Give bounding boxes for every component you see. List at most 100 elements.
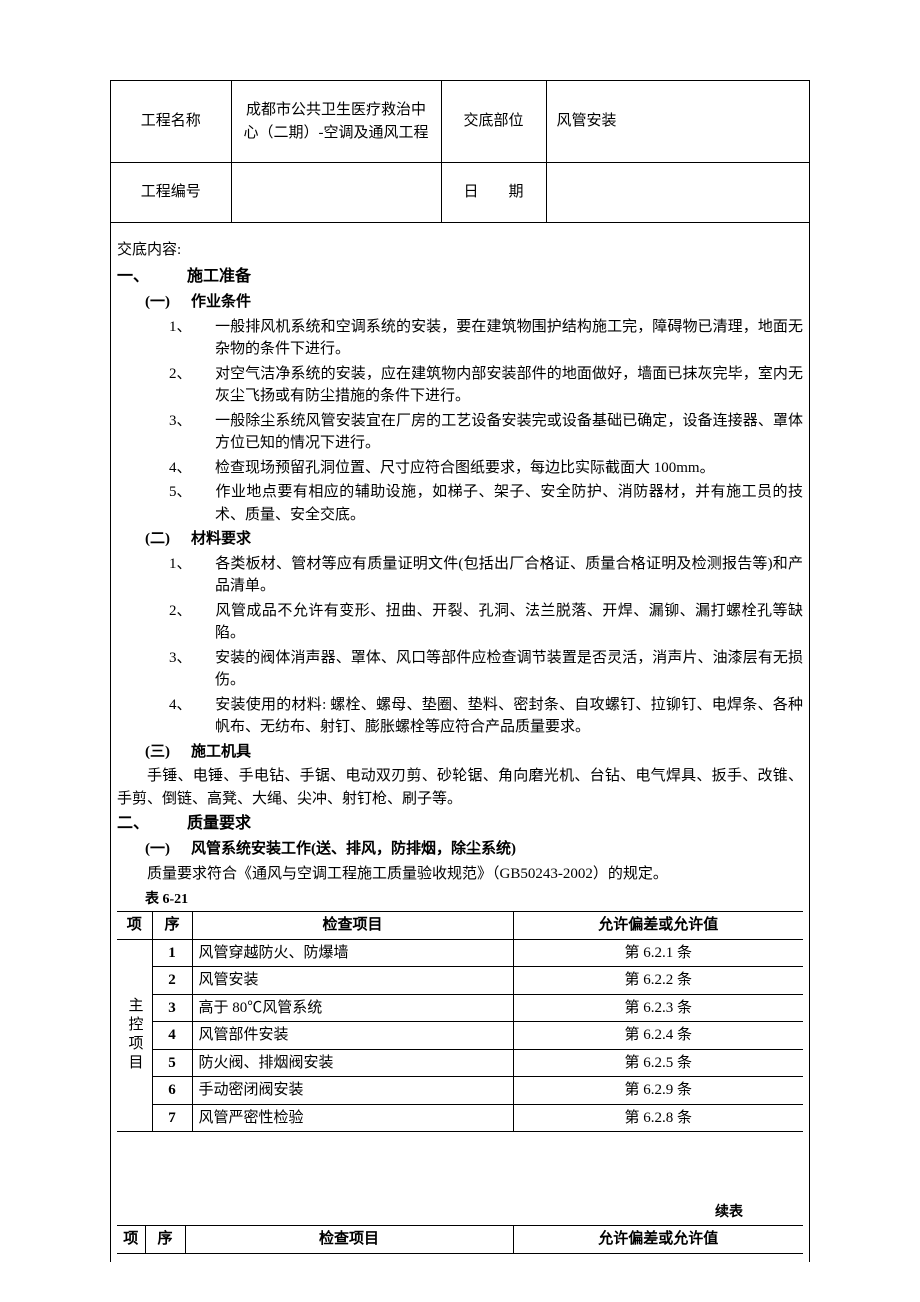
table-header-row: 项 序 检查项目 允许偏差或允许值 — [117, 1226, 803, 1254]
item-num: 2、 — [169, 363, 215, 386]
section-1-1-num: (一) — [145, 291, 191, 314]
allow-cell: 第 6.2.1 条 — [513, 939, 803, 967]
th-allow: 允许偏差或允许值 — [513, 1226, 803, 1254]
item-num: 4、 — [169, 457, 215, 480]
section-2-title: 质量要求 — [187, 815, 251, 832]
section-1-1-title: 作业条件 — [191, 294, 251, 310]
item-text: 各类板材、管材等应有质量证明文件(包括出厂合格证、质量合格证明及检测报告等)和产… — [215, 556, 803, 595]
project-header-table: 工程名称 成都市公共卫生医疗救治中心（二期）-空调及通风工程 交底部位 风管安装… — [111, 81, 809, 223]
th-seq: 序 — [152, 912, 192, 940]
list-item: 4、检查现场预留孔洞位置、尺寸应符合图纸要求，每边比实际截面大 100mm。 — [117, 457, 803, 480]
item-text: 一般除尘系统风管安装宜在厂房的工艺设备安装完或设备基础已确定，设备连接器、罩体方… — [215, 413, 803, 452]
section-1-3-num: (三) — [145, 741, 191, 764]
section-2-1-num: (一) — [145, 838, 191, 861]
list-item: 3、一般除尘系统风管安装宜在厂房的工艺设备安装完或设备基础已确定，设备连接器、罩… — [117, 410, 803, 455]
section-2-1-title: 风管系统安装工作(送、排风，防排烟，除尘系统) — [191, 841, 516, 857]
inspection-table: 项 序 检查项目 允许偏差或允许值 主控项目 1 风管穿越防火、防爆墙 第 6.… — [117, 911, 803, 1132]
item-cell: 高于 80℃风管系统 — [192, 994, 513, 1022]
item-cell: 风管安装 — [192, 967, 513, 995]
item-text: 检查现场预留孔洞位置、尺寸应符合图纸要求，每边比实际截面大 100mm。 — [215, 460, 715, 476]
item-cell: 风管穿越防火、防爆墙 — [192, 939, 513, 967]
list-item: 5、作业地点要有相应的辅助设施，如梯子、架子、安全防护、消防器材，并有施工员的技… — [117, 481, 803, 526]
section-1-2-heading: (二)材料要求 — [145, 528, 803, 551]
section-1-1-list: 1、一般排风机系统和空调系统的安装，要在建筑物围护结构施工完，障碍物已清理，地面… — [117, 316, 803, 527]
disclose-part-value: 风管安装 — [546, 81, 809, 163]
document-body: 交底内容: 一、施工准备 (一)作业条件 1、一般排风机系统和空调系统的安装，要… — [111, 223, 809, 1262]
seq-cell: 6 — [152, 1077, 192, 1105]
continuation-label: 续表 — [117, 1202, 803, 1223]
project-no-label: 工程编号 — [111, 163, 231, 223]
date-value — [546, 163, 809, 223]
project-name-value: 成都市公共卫生医疗救治中心（二期）-空调及通风工程 — [231, 81, 441, 163]
allow-cell: 第 6.2.3 条 — [513, 994, 803, 1022]
item-num: 1、 — [169, 553, 215, 576]
allow-cell: 第 6.2.8 条 — [513, 1104, 803, 1132]
table-row: 5 防火阀、排烟阀安装 第 6.2.5 条 — [117, 1049, 803, 1077]
item-text: 作业地点要有相应的辅助设施，如梯子、架子、安全防护、消防器材，并有施工员的技术、… — [215, 484, 803, 523]
item-num: 1、 — [169, 316, 215, 339]
section-1-3-para: 手锤、电锤、手电钻、手锯、电动双刃剪、砂轮锯、角向磨光机、台钻、电气焊具、扳手、… — [117, 765, 803, 810]
disclose-part-label: 交底部位 — [441, 81, 546, 163]
seq-cell: 3 — [152, 994, 192, 1022]
list-item: 1、一般排风机系统和空调系统的安装，要在建筑物围护结构施工完，障碍物已清理，地面… — [117, 316, 803, 361]
allow-cell: 第 6.2.9 条 — [513, 1077, 803, 1105]
seq-cell: 5 — [152, 1049, 192, 1077]
item-text: 安装的阀体消声器、罩体、风口等部件应检查调节装置是否灵活，消声片、油漆层有无损伤… — [215, 650, 803, 689]
list-item: 2、风管成品不允许有变形、扭曲、开裂、孔洞、法兰脱落、开焊、漏铆、漏打螺栓孔等缺… — [117, 600, 803, 645]
table-row: 6 手动密闭阀安装 第 6.2.9 条 — [117, 1077, 803, 1105]
seq-cell: 2 — [152, 967, 192, 995]
item-cell: 风管部件安装 — [192, 1022, 513, 1050]
project-no-value — [231, 163, 441, 223]
inspection-table-cont: 项 序 检查项目 允许偏差或允许值 — [117, 1225, 803, 1254]
th-cat: 项 — [117, 912, 152, 940]
section-1-title: 施工准备 — [187, 268, 251, 285]
seq-cell: 1 — [152, 939, 192, 967]
item-num: 3、 — [169, 647, 215, 670]
cat-label: 主控项目 — [123, 997, 146, 1073]
section-1-2-list: 1、各类板材、管材等应有质量证明文件(包括出厂合格证、质量合格证明及检测报告等)… — [117, 553, 803, 739]
item-num: 4、 — [169, 694, 215, 717]
allow-cell: 第 6.2.5 条 — [513, 1049, 803, 1077]
content-lead: 交底内容: — [117, 239, 803, 262]
seq-cell: 7 — [152, 1104, 192, 1132]
section-2-heading: 二、质量要求 — [117, 812, 803, 836]
allow-cell: 第 6.2.2 条 — [513, 967, 803, 995]
item-cell: 风管严密性检验 — [192, 1104, 513, 1132]
item-text: 一般排风机系统和空调系统的安装，要在建筑物围护结构施工完，障碍物已清理，地面无杂… — [215, 319, 803, 358]
project-name-label: 工程名称 — [111, 81, 231, 163]
item-num: 3、 — [169, 410, 215, 433]
section-1-3-title: 施工机具 — [191, 744, 251, 760]
table-row: 4 风管部件安装 第 6.2.4 条 — [117, 1022, 803, 1050]
section-1-2-title: 材料要求 — [191, 531, 251, 547]
th-item: 检查项目 — [185, 1226, 513, 1254]
allow-cell: 第 6.2.4 条 — [513, 1022, 803, 1050]
item-num: 5、 — [169, 481, 215, 504]
section-1-3-heading: (三)施工机具 — [145, 741, 803, 764]
table-caption: 表 6-21 — [145, 889, 803, 910]
section-2-num: 二、 — [117, 812, 187, 836]
section-1-1-heading: (一)作业条件 — [145, 291, 803, 314]
th-cat: 项 — [117, 1226, 145, 1254]
item-num: 2、 — [169, 600, 215, 623]
table-row: 3 高于 80℃风管系统 第 6.2.3 条 — [117, 994, 803, 1022]
table-row: 2 风管安装 第 6.2.2 条 — [117, 967, 803, 995]
section-2-1-heading: (一)风管系统安装工作(送、排风，防排烟，除尘系统) — [145, 838, 803, 861]
section-2-1-note: 质量要求符合《通风与空调工程施工质量验收规范》（GB50243-2002）的规定… — [117, 863, 803, 886]
list-item: 2、对空气洁净系统的安装，应在建筑物内部安装部件的地面做好，墙面已抹灰完毕，室内… — [117, 363, 803, 408]
list-item: 3、安装的阀体消声器、罩体、风口等部件应检查调节装置是否灵活，消声片、油漆层有无… — [117, 647, 803, 692]
date-label: 日 期 — [441, 163, 546, 223]
item-text: 风管成品不允许有变形、扭曲、开裂、孔洞、法兰脱落、开焊、漏铆、漏打螺栓孔等缺陷。 — [215, 603, 803, 642]
item-text: 安装使用的材料: 螺栓、螺母、垫圈、垫料、密封条、自攻螺钉、拉铆钉、电焊条、各种… — [215, 697, 803, 736]
list-item: 4、安装使用的材料: 螺栓、螺母、垫圈、垫料、密封条、自攻螺钉、拉铆钉、电焊条、… — [117, 694, 803, 739]
th-allow: 允许偏差或允许值 — [513, 912, 803, 940]
cat-cell: 主控项目 — [117, 939, 152, 1132]
item-text: 对空气洁净系统的安装，应在建筑物内部安装部件的地面做好，墙面已抹灰完毕，室内无灰… — [215, 366, 803, 405]
table-header-row: 项 序 检查项目 允许偏差或允许值 — [117, 912, 803, 940]
item-cell: 防火阀、排烟阀安装 — [192, 1049, 513, 1077]
list-item: 1、各类板材、管材等应有质量证明文件(包括出厂合格证、质量合格证明及检测报告等)… — [117, 553, 803, 598]
table-row: 主控项目 1 风管穿越防火、防爆墙 第 6.2.1 条 — [117, 939, 803, 967]
seq-cell: 4 — [152, 1022, 192, 1050]
section-1-2-num: (二) — [145, 528, 191, 551]
section-1-heading: 一、施工准备 — [117, 265, 803, 289]
item-cell: 手动密闭阀安装 — [192, 1077, 513, 1105]
